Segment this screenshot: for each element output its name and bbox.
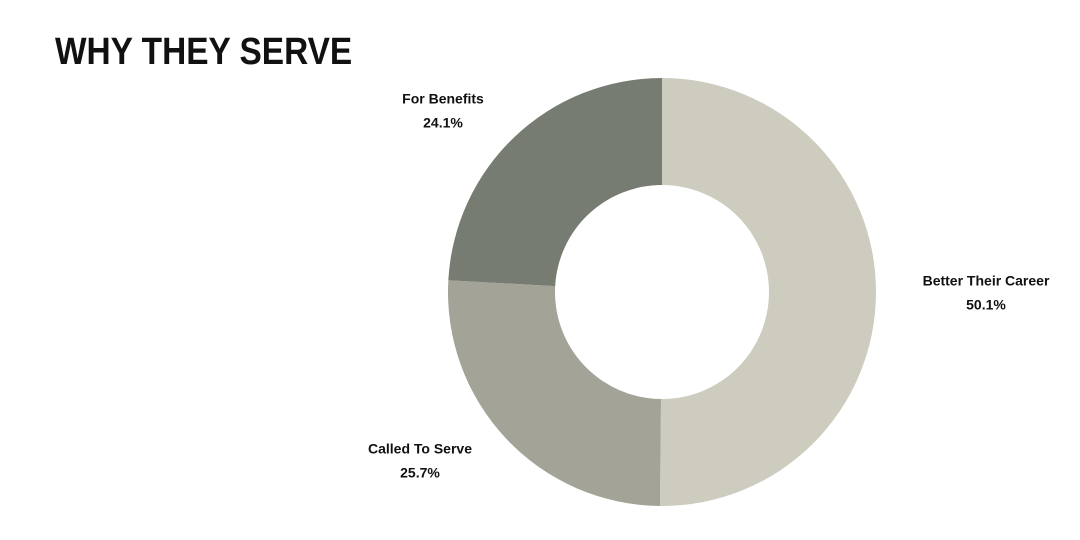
value-label: 24.1% <box>423 115 463 131</box>
value-label: 25.7% <box>400 465 440 481</box>
value-label: 50.1% <box>966 297 1006 313</box>
donut-segment <box>448 78 662 287</box>
segment-label: Called To Serve <box>368 441 472 457</box>
donut-segment <box>659 78 877 507</box>
donut-segment <box>447 280 661 506</box>
segment-label: For Benefits <box>402 91 484 107</box>
chart-title: WHY THEY SERVE <box>55 30 352 72</box>
segment-label: Better Their Career <box>923 273 1050 289</box>
